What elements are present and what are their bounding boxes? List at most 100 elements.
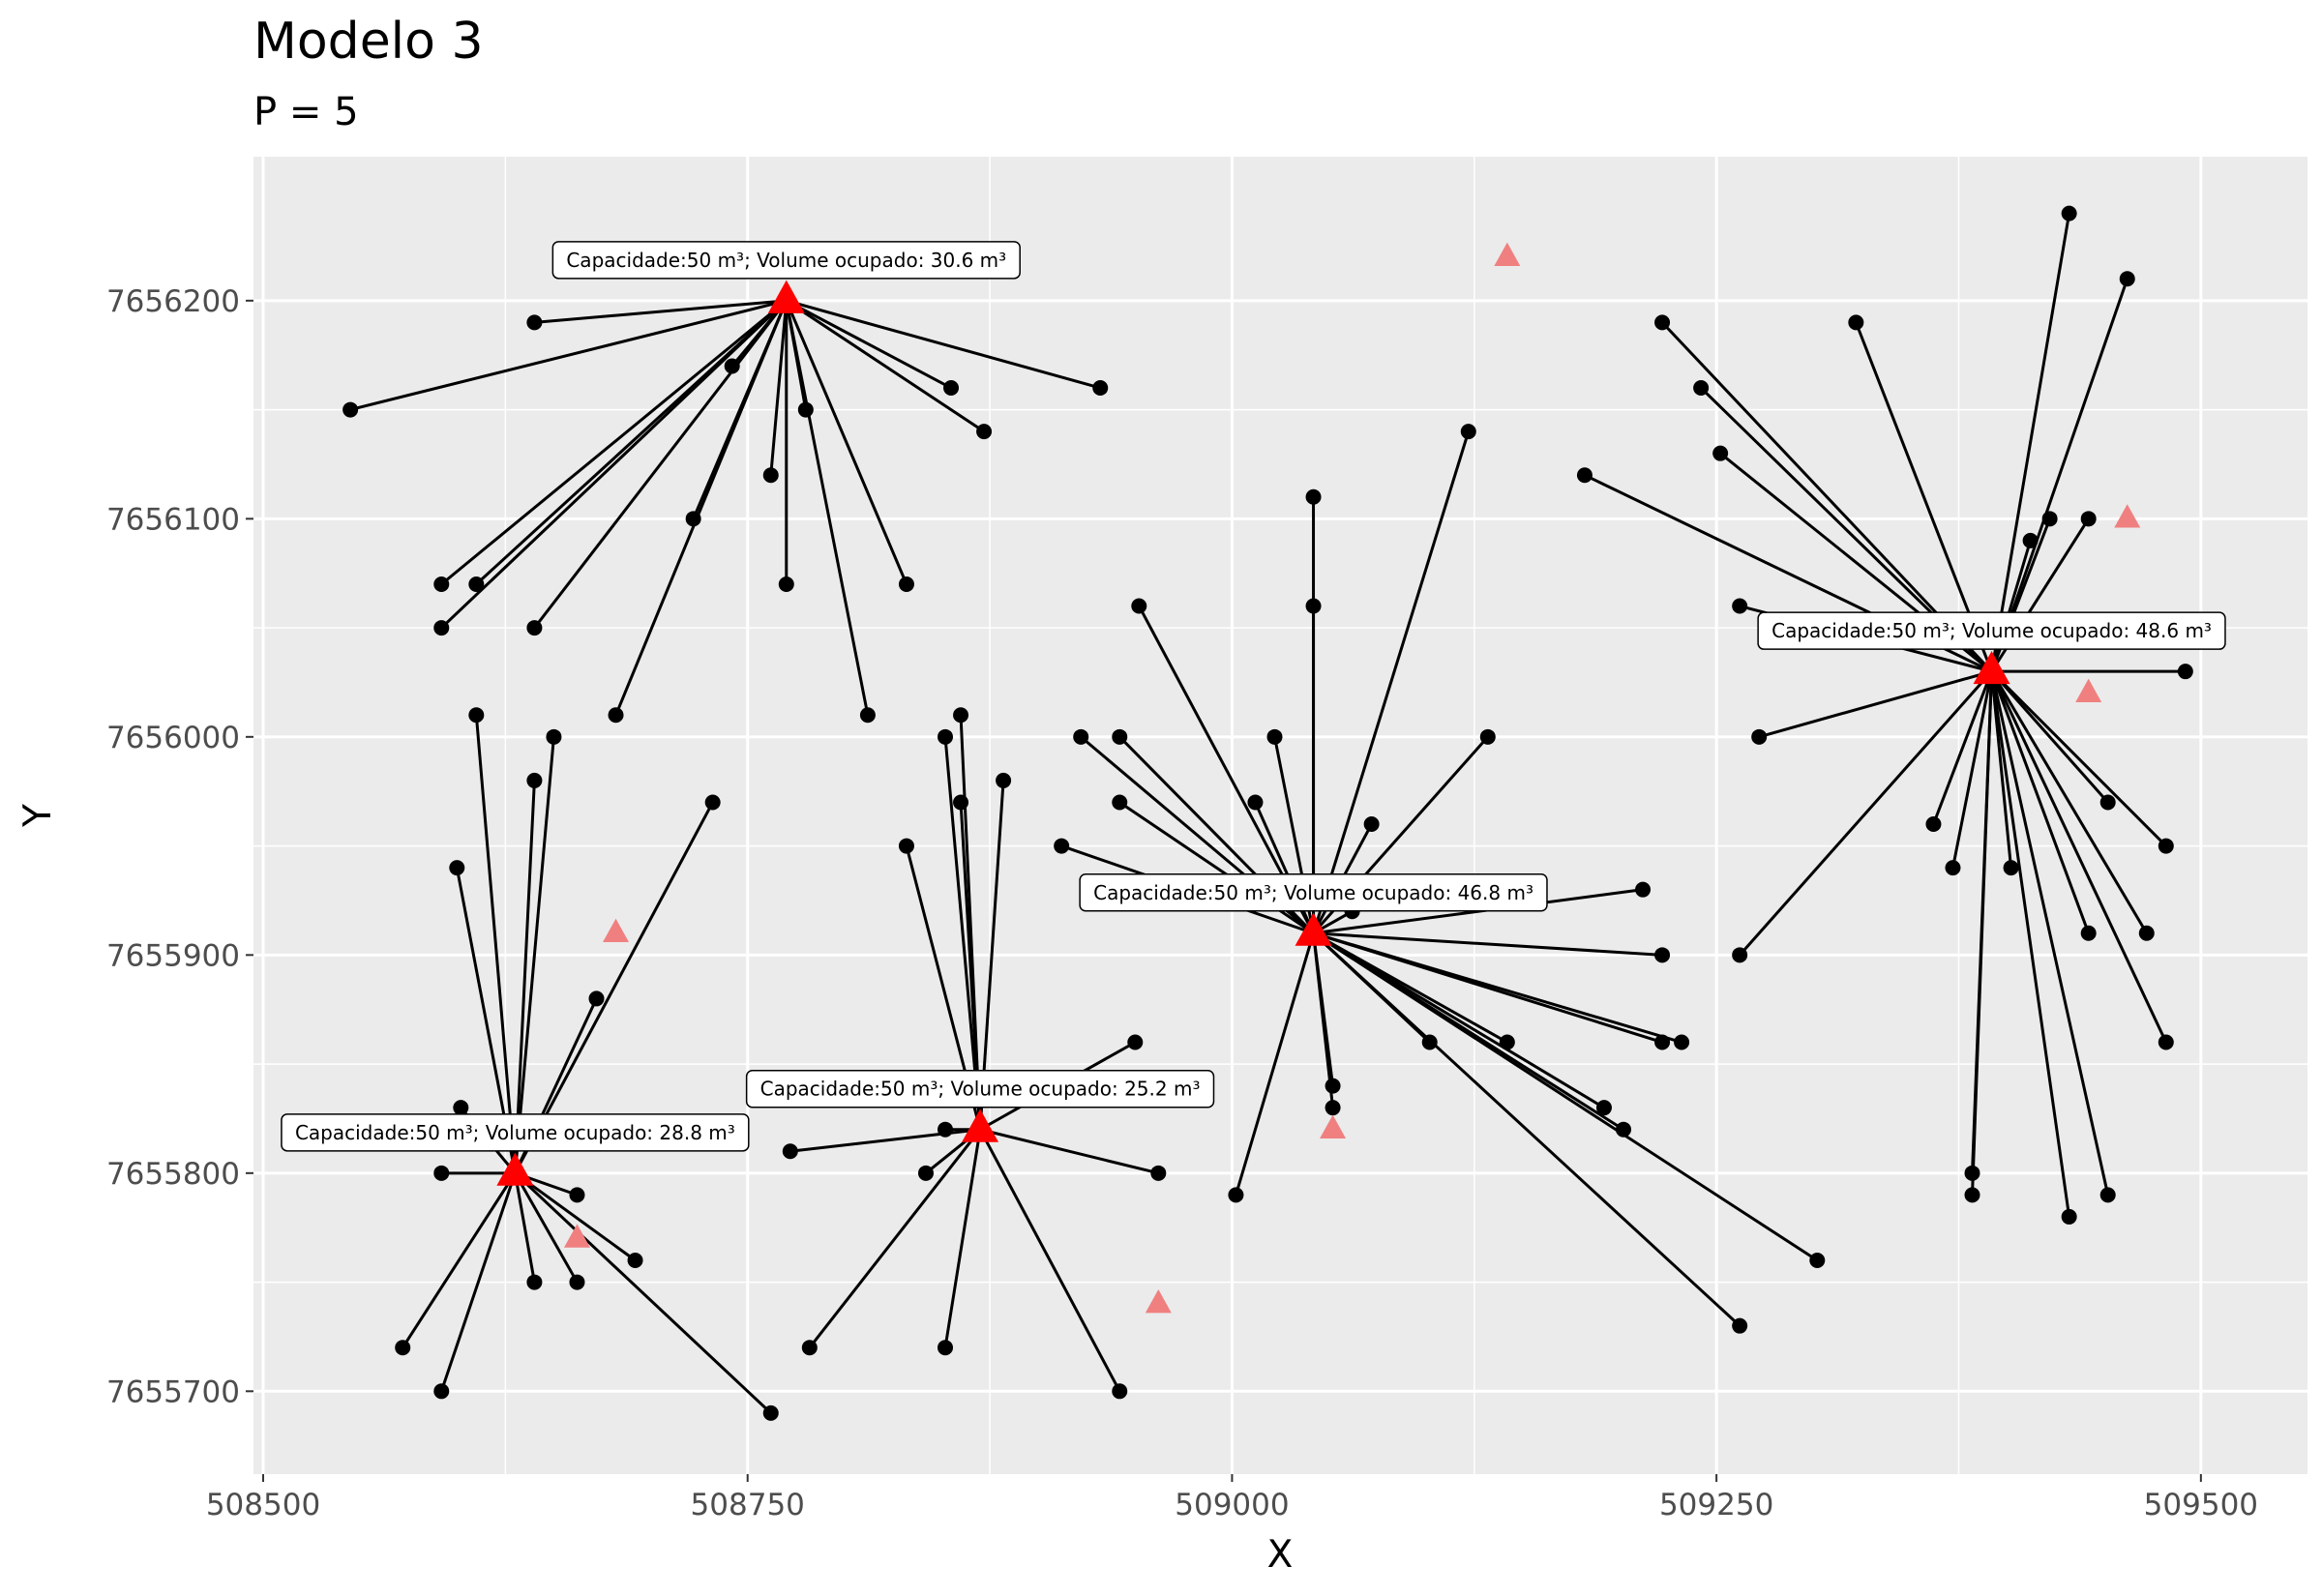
facility-labels: Capacidade:50 m³; Volume ocupado: 30.6 m…	[281, 241, 2226, 1152]
demand-point	[1305, 598, 1322, 614]
x-tick-label: 508500	[206, 1488, 320, 1522]
demand-point	[1112, 794, 1128, 811]
demand-point	[2138, 925, 2155, 941]
facility-label: Capacidade:50 m³; Volume ocupado: 28.8 m…	[281, 1113, 750, 1152]
y-axis-label: Y	[16, 804, 60, 828]
demand-point	[943, 380, 960, 397]
assignment-line	[785, 300, 908, 585]
demand-point	[1127, 1034, 1144, 1050]
assignment-line	[1990, 213, 2071, 672]
demand-point	[1964, 1187, 1980, 1203]
demand-point	[526, 620, 543, 636]
facility-marker	[1295, 912, 1332, 946]
assignment-line	[1312, 931, 1819, 1262]
facility-label-box	[281, 1113, 750, 1152]
demand-point	[1732, 598, 1748, 614]
assignment-line	[979, 1128, 1159, 1175]
demand-point	[569, 1274, 585, 1290]
demand-point	[342, 401, 359, 418]
assignment-line	[440, 299, 788, 586]
assignment-line	[474, 715, 517, 1173]
demand-point	[724, 358, 740, 374]
facility-label: Capacidade:50 m³; Volume ocupado: 46.8 m…	[1079, 873, 1548, 912]
assignment-line	[514, 1171, 772, 1414]
demand-point	[627, 1253, 643, 1269]
demand-point	[1112, 728, 1128, 745]
demand-point	[1363, 816, 1380, 833]
assignment-line	[1313, 931, 1682, 1044]
assignment-line	[440, 299, 788, 630]
demand-point	[1576, 467, 1593, 484]
candidate-site-marker	[603, 918, 630, 943]
facility-label-text: Capacidade:50 m³; Volume ocupado: 25.2 m…	[760, 1078, 1201, 1101]
demand-point	[898, 576, 914, 592]
demand-points	[342, 205, 2193, 1421]
facility-label-text: Capacidade:50 m³; Volume ocupado: 30.6 m…	[566, 249, 1006, 272]
assignment-line	[513, 1172, 536, 1283]
assignment-line	[349, 299, 788, 412]
demand-point	[1266, 728, 1283, 745]
demand-point	[859, 707, 876, 724]
demand-point	[801, 1340, 818, 1356]
demand-point	[2158, 838, 2174, 854]
demand-point	[1054, 838, 1070, 854]
demand-point	[2119, 271, 2135, 287]
facility-marker	[962, 1108, 999, 1142]
demand-point	[1479, 728, 1496, 745]
axes: 508500 508750 509000 509250 509500 7655700 765…	[106, 284, 2258, 1522]
demand-point	[395, 1340, 411, 1356]
facility-label: Capacidade:50 m³; Volume ocupado: 30.6 m…	[551, 241, 1021, 280]
assignment-line	[1971, 671, 1994, 1196]
demand-point	[449, 860, 465, 876]
assignment-line	[439, 1172, 517, 1392]
y-tick-label: 7656000	[106, 721, 240, 755]
demand-point	[898, 838, 914, 854]
demand-point	[1325, 1100, 1341, 1116]
demand-point	[778, 576, 794, 592]
x-axis-label: X	[1267, 1533, 1294, 1577]
demand-point	[762, 467, 779, 484]
assignment-line	[943, 736, 982, 1130]
demand-point	[1654, 1034, 1671, 1050]
assignment-line	[513, 736, 555, 1173]
demand-point	[1595, 1100, 1612, 1116]
demand-point	[938, 1340, 954, 1356]
candidate-site-marker	[1494, 242, 1521, 266]
demand-point	[1674, 1034, 1690, 1050]
demand-point	[433, 620, 450, 636]
demand-point	[1421, 1034, 1438, 1050]
assignment-line	[534, 299, 787, 324]
demand-point	[1460, 424, 1476, 440]
facility-marker	[1973, 650, 2010, 685]
demand-point	[1092, 380, 1109, 397]
assignment-line	[1234, 932, 1315, 1196]
assignment-line	[1990, 670, 2149, 934]
facility-label: Capacidade:50 m³; Volume ocupado: 25.2 m…	[745, 1069, 1215, 1108]
demand-point	[453, 1100, 469, 1116]
assignment-line	[533, 299, 788, 629]
assignment-line	[1990, 670, 2110, 1196]
demand-point	[953, 794, 969, 811]
demand-point	[1635, 881, 1652, 898]
demand-point	[1925, 816, 1942, 833]
demand-point	[1131, 598, 1147, 614]
assignment-lines	[349, 213, 2186, 1414]
demand-point	[797, 401, 814, 418]
assignment-line	[514, 801, 714, 1174]
assignment-line	[1932, 670, 1993, 825]
facility-marker	[767, 280, 805, 313]
demand-point	[1732, 947, 1748, 963]
demand-point	[433, 1383, 450, 1400]
assignment-line	[1312, 932, 1335, 1108]
demand-point	[976, 424, 993, 440]
assignment-line	[1312, 931, 1742, 1327]
demand-point	[526, 314, 543, 331]
assignment-line	[514, 1172, 579, 1284]
demand-point	[685, 511, 701, 527]
assignment-line	[1990, 670, 2109, 804]
demand-point	[704, 794, 721, 811]
assignment-line	[785, 299, 985, 433]
x-tick-label: 509250	[1659, 1488, 1773, 1522]
demand-point	[1751, 728, 1768, 745]
demand-point	[1073, 728, 1089, 745]
